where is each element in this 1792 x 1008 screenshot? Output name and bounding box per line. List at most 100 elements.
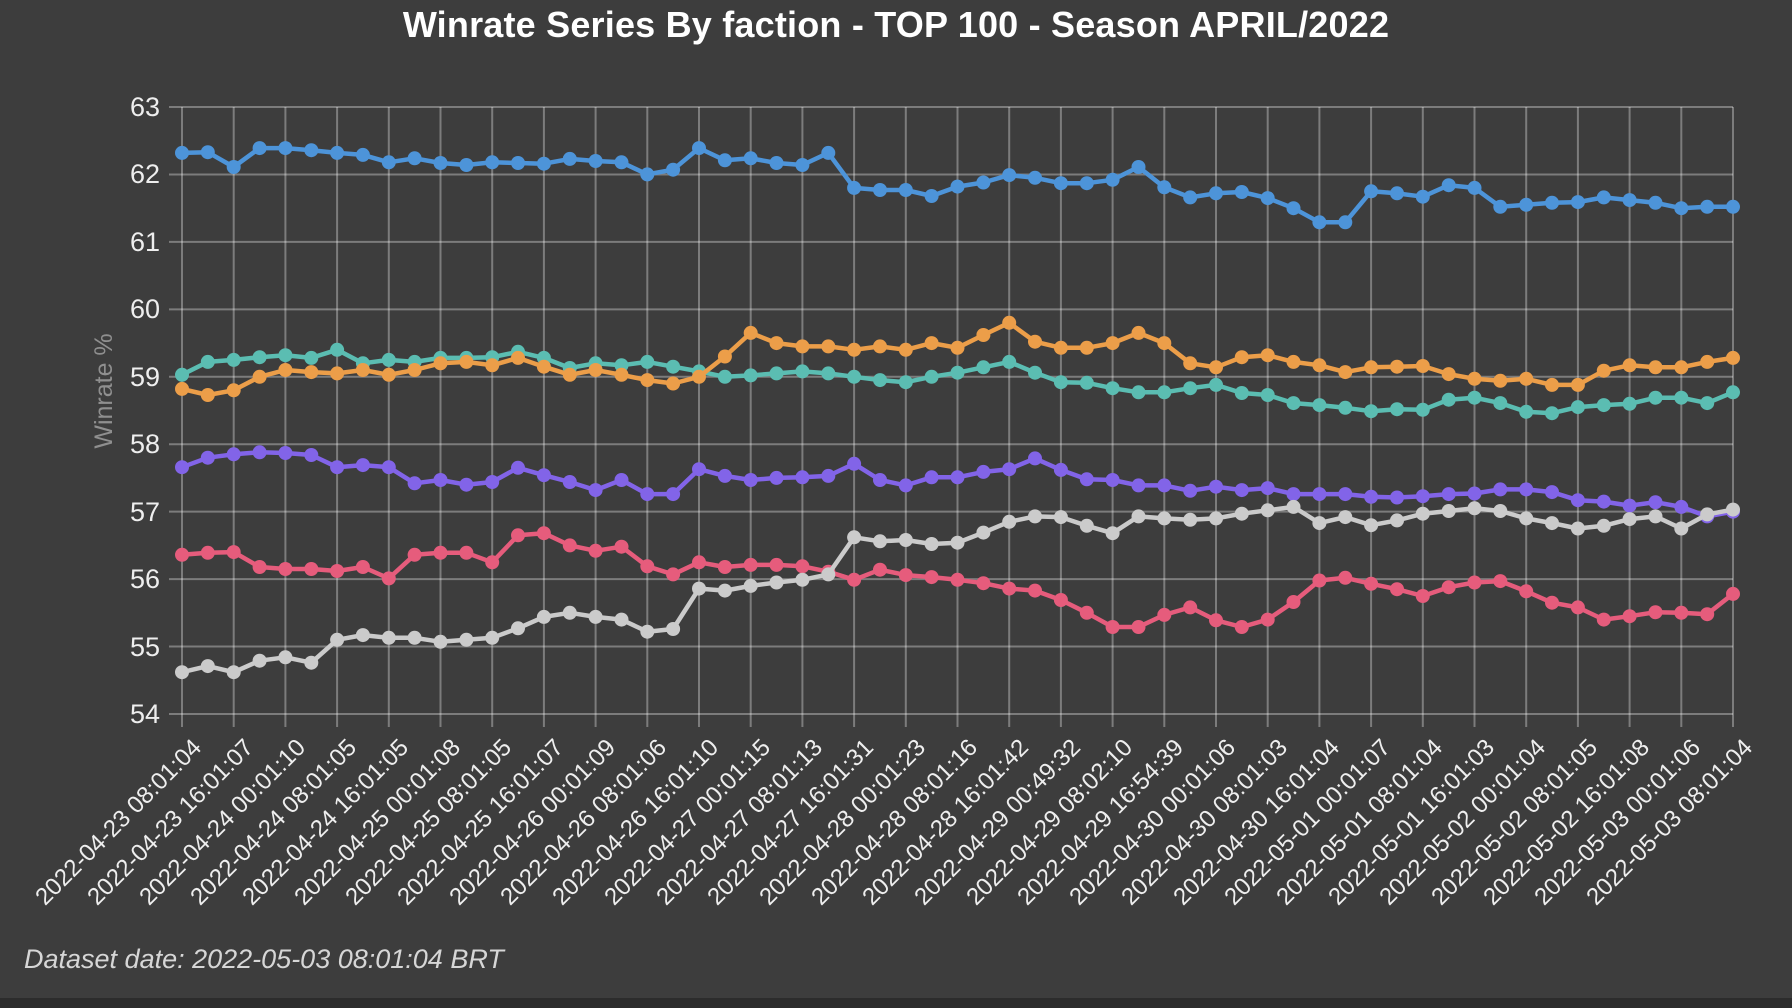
data-point-blue-faction <box>1079 176 1094 191</box>
data-point-red-faction <box>355 560 370 574</box>
data-point-red-faction <box>175 547 189 562</box>
data-point-gray-faction <box>1183 512 1198 527</box>
data-point-gray-faction <box>924 537 939 551</box>
data-point-blue-faction <box>485 155 500 170</box>
data-point-teal-faction <box>1286 396 1301 411</box>
data-point-orange-faction <box>717 349 732 364</box>
data-point-orange-faction <box>795 339 810 354</box>
data-point-purple-faction <box>666 487 681 502</box>
data-point-teal-faction <box>1053 375 1068 390</box>
data-point-gray-faction <box>1260 503 1275 518</box>
data-point-red-faction <box>381 571 396 586</box>
data-point-teal-faction <box>304 350 319 365</box>
y-tick-label: 63 <box>129 92 160 122</box>
data-point-purple-faction <box>821 468 836 483</box>
data-point-blue-faction <box>847 180 862 195</box>
data-point-purple-faction <box>1596 494 1611 509</box>
data-point-red-faction <box>433 545 448 560</box>
data-point-purple-faction <box>924 470 939 485</box>
data-point-orange-faction <box>1545 377 1559 392</box>
data-point-gray-faction <box>1002 514 1017 529</box>
data-point-blue-faction <box>1622 193 1637 208</box>
data-point-purple-faction <box>692 462 706 477</box>
data-point-red-faction <box>330 564 345 578</box>
data-point-blue-faction <box>511 156 525 170</box>
data-point-blue-faction <box>1002 168 1017 183</box>
data-point-red-faction <box>614 539 629 554</box>
data-point-orange-faction <box>226 383 241 398</box>
data-point-gray-faction <box>1028 509 1042 524</box>
data-point-blue-faction <box>536 156 551 171</box>
y-tick-label: 62 <box>129 159 160 190</box>
data-point-gray-faction <box>1234 506 1249 521</box>
data-point-blue-faction <box>666 162 681 177</box>
data-point-teal-faction <box>278 348 293 363</box>
data-point-blue-faction <box>1415 189 1430 204</box>
data-point-purple-faction <box>562 475 577 489</box>
data-point-purple-faction <box>1312 487 1327 502</box>
data-point-gray-faction <box>666 622 681 636</box>
data-point-orange-faction <box>175 381 189 396</box>
data-point-orange-faction <box>1286 354 1301 369</box>
data-point-blue-faction <box>795 158 810 172</box>
data-point-red-faction <box>795 559 810 574</box>
data-point-teal-faction <box>666 359 681 374</box>
data-point-orange-faction <box>1209 360 1223 375</box>
data-point-purple-faction <box>1467 486 1482 501</box>
data-point-gray-faction <box>1493 504 1508 518</box>
data-point-orange-faction <box>355 363 370 377</box>
data-point-red-faction <box>1467 575 1482 590</box>
data-point-purple-faction <box>1157 478 1172 493</box>
data-point-purple-faction <box>898 478 913 493</box>
data-point-purple-faction <box>1415 489 1430 504</box>
data-point-blue-faction <box>924 189 939 203</box>
data-point-teal-faction <box>950 365 965 380</box>
data-point-red-faction <box>1545 595 1559 610</box>
data-point-gray-faction <box>1209 511 1223 526</box>
data-point-red-faction <box>717 560 732 574</box>
data-point-red-faction <box>1338 570 1353 585</box>
data-point-orange-faction <box>692 369 706 384</box>
chart-title: Winrate Series By faction - TOP 100 - Se… <box>402 4 1390 45</box>
data-point-purple-faction <box>976 464 991 479</box>
data-point-orange-faction <box>640 373 655 388</box>
data-point-teal-faction <box>743 368 758 383</box>
data-point-blue-faction <box>1209 186 1223 201</box>
data-point-blue-faction <box>330 145 345 160</box>
data-point-teal-faction <box>1622 396 1637 411</box>
data-point-red-faction <box>847 572 862 587</box>
data-point-orange-faction <box>1079 340 1094 355</box>
data-point-gray-faction <box>1545 516 1559 531</box>
data-point-teal-faction <box>1596 398 1611 413</box>
data-point-gray-faction <box>355 628 370 643</box>
data-point-teal-faction <box>330 342 345 357</box>
data-point-purple-faction <box>355 458 370 473</box>
data-point-purple-faction <box>743 473 758 487</box>
data-point-orange-faction <box>924 336 939 351</box>
data-point-purple-faction <box>1002 462 1017 477</box>
data-point-red-faction <box>1622 609 1637 624</box>
data-point-orange-faction <box>536 359 551 374</box>
data-point-purple-faction <box>304 448 319 462</box>
data-point-orange-faction <box>1441 367 1456 382</box>
data-point-red-faction <box>1312 573 1327 588</box>
data-point-orange-faction <box>821 339 836 354</box>
data-point-red-faction <box>950 572 965 587</box>
data-point-purple-faction <box>795 470 810 485</box>
data-point-teal-faction <box>1105 381 1120 396</box>
data-point-teal-faction <box>1570 400 1585 415</box>
data-point-blue-faction <box>976 175 991 190</box>
data-point-blue-faction <box>950 179 965 194</box>
data-point-blue-faction <box>1570 195 1585 210</box>
data-point-blue-faction <box>821 145 836 160</box>
data-point-teal-faction <box>1131 385 1146 400</box>
data-point-teal-faction <box>795 364 810 379</box>
data-point-purple-faction <box>1286 487 1301 502</box>
data-point-gray-faction <box>950 535 965 550</box>
data-point-gray-faction <box>614 612 629 627</box>
data-point-blue-faction <box>1312 215 1327 230</box>
data-point-gray-faction <box>769 575 784 590</box>
data-point-purple-faction <box>407 476 422 491</box>
data-point-blue-faction <box>692 141 706 156</box>
